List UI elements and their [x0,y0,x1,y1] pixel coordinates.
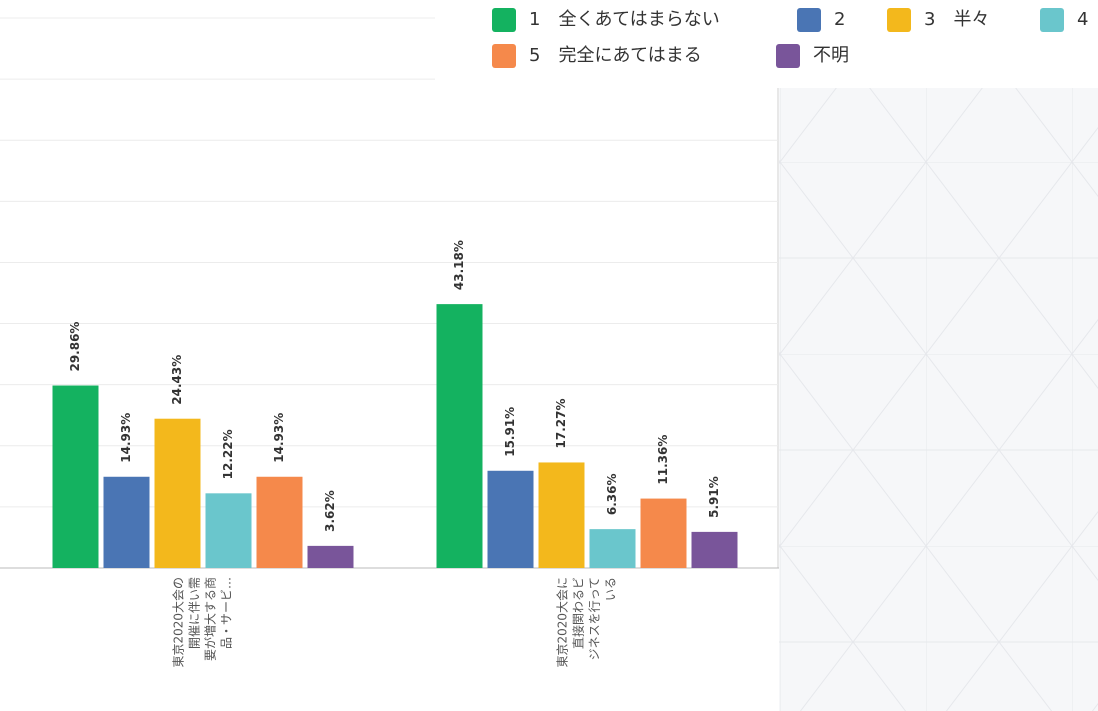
data-label: 6.36% [605,473,619,515]
legend-label: 3 半々 [924,9,989,30]
bar [256,476,303,568]
legend-swatch [492,44,516,68]
bar [52,385,99,568]
data-label: 15.91% [503,407,517,457]
bar [691,531,738,568]
bar [640,498,687,568]
x-tick-label: 品・サービ… [220,577,234,649]
bar [307,545,354,568]
x-tick-label: 要が増大する商 [203,577,218,661]
x-tick-label: いる [604,577,618,601]
legend-swatch [492,8,516,32]
data-label: 3.62% [323,490,337,532]
legend-swatch [887,8,911,32]
bar [103,476,150,568]
data-label: 12.22% [221,429,235,479]
legend-background [435,0,1098,88]
bar [487,470,534,568]
legend-swatch [797,8,821,32]
legend-label: 1 全くあてはまらない [529,9,720,30]
data-label: 17.27% [554,398,568,448]
legend-swatch [776,44,800,68]
bar [205,493,252,568]
legend-label: 不明 [813,45,849,66]
data-label: 14.93% [119,413,133,463]
x-tick-label: 東京2020大会に [556,577,570,668]
plot-background [0,0,779,711]
data-label: 29.86% [68,322,82,372]
x-tick-label: ジネスを行って [588,577,602,660]
bar [589,529,636,568]
legend-label: 4 [1077,9,1088,30]
bar [436,304,483,568]
bar [154,418,201,568]
x-tick-label: 直接関わるビ [571,577,586,649]
legend-label: 5 完全にあてはまる [529,45,702,66]
legend-swatch [1040,8,1064,32]
x-tick-label: 東京2020大会の [172,577,186,668]
data-label: 24.43% [170,355,184,405]
legend-label: 2 [834,9,845,30]
data-label: 43.18% [452,240,466,290]
bar [538,462,585,568]
data-label: 14.93% [272,413,286,463]
x-tick-label: 開催に伴い需 [188,577,202,649]
data-label: 5.91% [707,476,721,518]
data-label: 11.36% [656,435,670,485]
